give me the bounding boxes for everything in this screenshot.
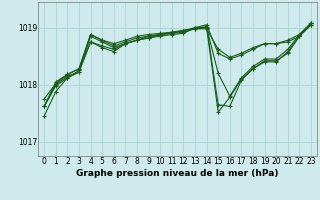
X-axis label: Graphe pression niveau de la mer (hPa): Graphe pression niveau de la mer (hPa)	[76, 169, 279, 178]
